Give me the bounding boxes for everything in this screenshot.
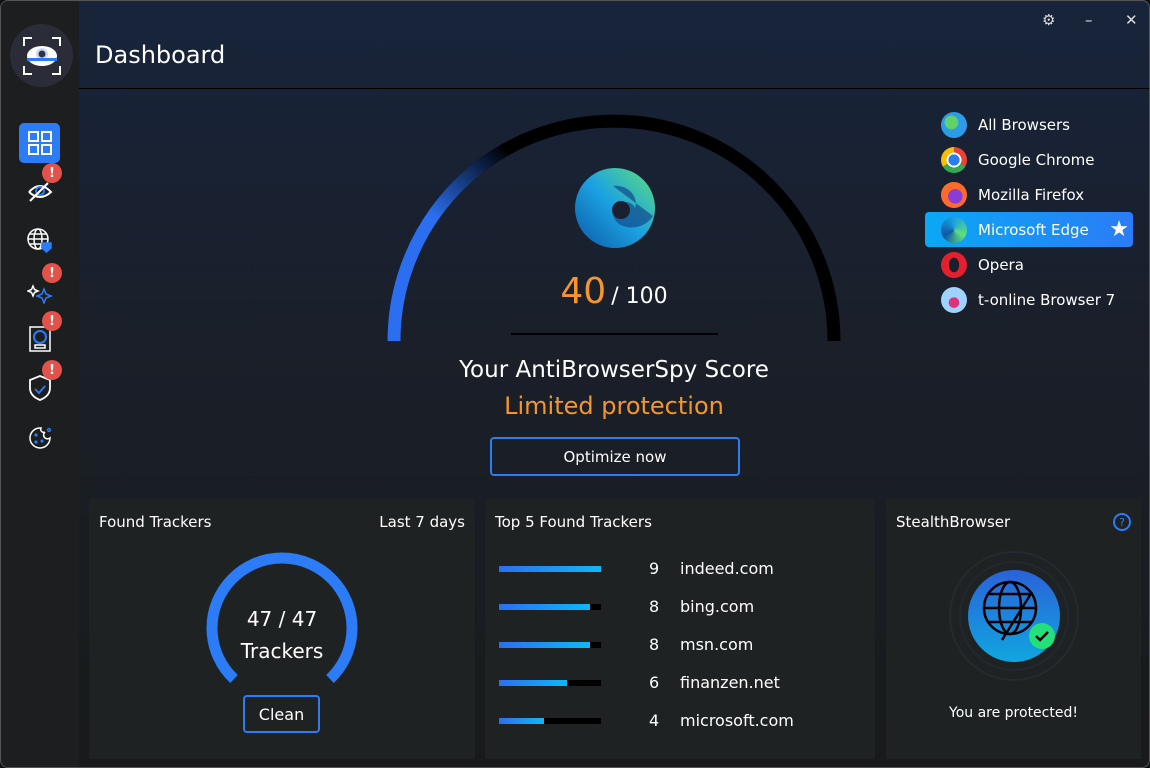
sidebar-item-fingerprint[interactable]: ! [19, 311, 62, 359]
score-status: Limited protection [504, 392, 724, 420]
tracker-bar-fill [499, 604, 590, 610]
browser-item[interactable]: All Browsers [925, 107, 1133, 142]
browser-item[interactable]: Google Chrome [925, 142, 1133, 177]
panel-title: Top 5 Found Trackers [495, 513, 652, 531]
stealth-globe-icon [949, 551, 1079, 681]
close-button[interactable]: ✕ [1125, 11, 1138, 29]
found-trackers-panel: Found Trackers Last 7 days 47 / 47 Track… [89, 499, 475, 759]
tracker-bar-fill [499, 566, 601, 572]
tracker-bar-fill [499, 718, 545, 724]
sidebar-item-tracking[interactable]: ! [19, 163, 62, 211]
score-gauge [387, 114, 841, 342]
tracker-count: 4 [649, 711, 660, 730]
tracker-row: 8 msn.com [499, 635, 879, 655]
browser-item[interactable]: Opera [925, 247, 1133, 282]
stealth-status: You are protected! [949, 705, 1078, 721]
panel-title: Found Trackers [99, 513, 212, 531]
sparkle-icon [26, 278, 53, 304]
browser-list: All Browsers Google Chrome Mozilla Firefox… [925, 107, 1133, 317]
tracker-domain: finanzen.net [680, 673, 780, 692]
alert-badge: ! [42, 360, 62, 380]
edge-logo-icon [575, 168, 655, 248]
tracker-domain: microsoft.com [680, 711, 794, 730]
trackers-count: 47 / 47 [246, 607, 318, 631]
tracker-row: 6 finanzen.net [499, 673, 879, 693]
device-icon [28, 326, 51, 352]
globe-icon [941, 111, 967, 138]
browser-label: t-online Browser 7 [978, 290, 1116, 309]
period-label: Last 7 days [379, 513, 465, 531]
tracker-row: 9 indeed.com [499, 559, 879, 579]
tracker-bar [499, 680, 601, 686]
tracker-bar-fill [499, 642, 590, 648]
trackers-unit: Trackers [240, 639, 324, 663]
alert-badge: ! [42, 311, 62, 331]
page-title: Dashboard [95, 41, 226, 69]
tracker-domain: bing.com [680, 597, 755, 616]
browser-item[interactable]: Microsoft Edge ★ [925, 212, 1133, 247]
stealth-browser-panel: StealthBrowser ? You are protected! [886, 499, 1141, 759]
tracker-domain: indeed.com [680, 559, 774, 578]
settings-icon[interactable]: ⚙ [1042, 11, 1056, 29]
minimize-button[interactable]: – [1085, 11, 1093, 29]
sidebar-item-cookies[interactable] [19, 418, 60, 458]
top-trackers-panel: Top 5 Found Trackers 9 indeed.com 8 bing.co… [485, 499, 875, 759]
app-logo [10, 24, 73, 87]
firefox-icon [941, 181, 967, 208]
grid-icon [27, 130, 53, 156]
eye-slash-icon [27, 180, 53, 202]
alert-badge: ! [42, 263, 62, 283]
tracker-bar [499, 566, 601, 572]
browser-label: Opera [978, 255, 1024, 274]
sidebar-item-optimize[interactable]: ! [19, 263, 62, 311]
score-max: / 100 [611, 284, 668, 309]
tracker-count: 8 [649, 597, 660, 616]
optimize-now-button[interactable]: Optimize now [490, 437, 740, 476]
t-online-icon [941, 286, 967, 313]
header-divider [79, 88, 1149, 89]
chrome-icon [941, 146, 967, 173]
alert-badge: ! [42, 163, 62, 183]
clean-button[interactable]: Clean [243, 695, 320, 733]
tracker-count: 6 [649, 673, 660, 692]
sidebar-item-web-protection[interactable] [19, 221, 60, 261]
cookie-icon [28, 426, 52, 450]
tracker-row: 8 bing.com [499, 597, 879, 617]
favorite-star-icon[interactable]: ★ [1109, 217, 1129, 242]
score-label: Your AntiBrowserSpy Score [459, 357, 769, 383]
trackers-ring [206, 552, 358, 683]
score-value: 40 [560, 271, 607, 312]
sidebar-item-security[interactable]: ! [19, 360, 62, 408]
browser-label: All Browsers [978, 115, 1070, 134]
browser-label: Mozilla Firefox [978, 185, 1085, 204]
opera-icon [941, 251, 967, 278]
shield-check-icon [28, 375, 52, 401]
edge-icon [941, 216, 967, 243]
tracker-bar-fill [499, 680, 567, 686]
help-icon[interactable]: ? [1113, 513, 1131, 531]
browser-item[interactable]: t-online Browser 7 [925, 282, 1133, 317]
browser-item[interactable]: Mozilla Firefox [925, 177, 1133, 212]
gauge-fill [387, 125, 549, 342]
tracker-count: 9 [649, 559, 660, 578]
score-divider [511, 333, 718, 335]
tracker-bar [499, 642, 601, 648]
browser-label: Google Chrome [978, 150, 1095, 169]
tracker-bar [499, 718, 601, 724]
sidebar: !!!! [1, 1, 79, 767]
globe-shield-icon [26, 228, 53, 254]
browser-label: Microsoft Edge [978, 220, 1089, 239]
score-readout: 40 / 100 [511, 271, 717, 312]
tracker-bar [499, 604, 601, 610]
tracker-domain: msn.com [680, 635, 754, 654]
tracker-row: 4 microsoft.com [499, 711, 879, 731]
panel-title: StealthBrowser [896, 513, 1011, 531]
tracker-count: 8 [649, 635, 660, 654]
sidebar-item-dashboard[interactable] [19, 123, 60, 163]
